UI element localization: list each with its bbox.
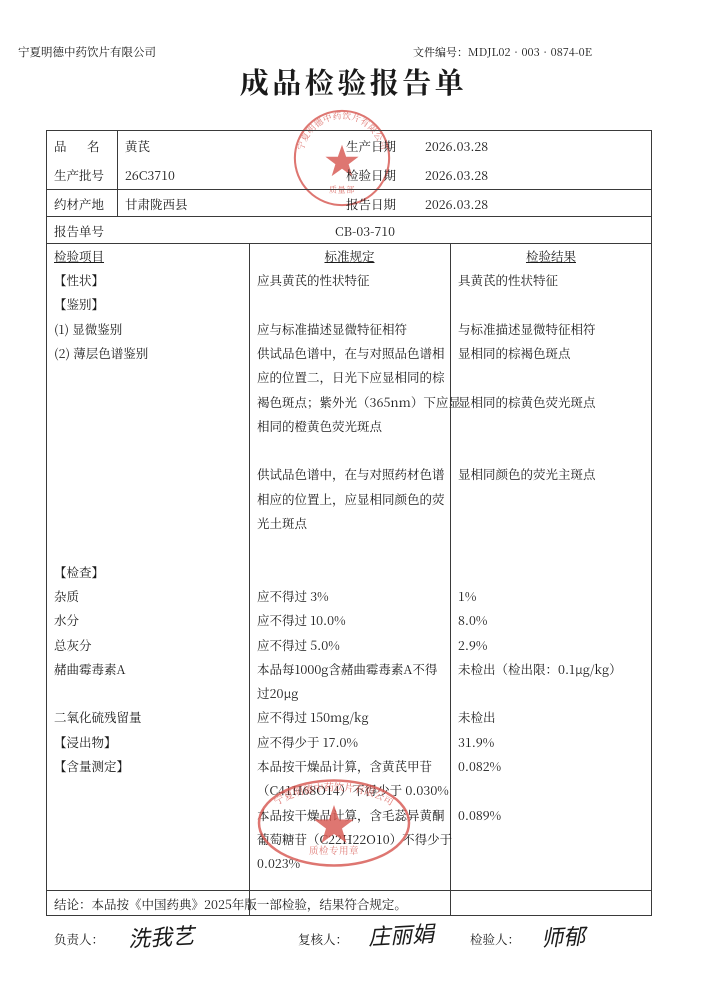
svg-text:宁夏明德中药饮片有限公司: 宁夏明德中药饮片有限公司 [271,779,398,809]
svg-text:质检专用章: 质检专用章 [309,843,359,857]
